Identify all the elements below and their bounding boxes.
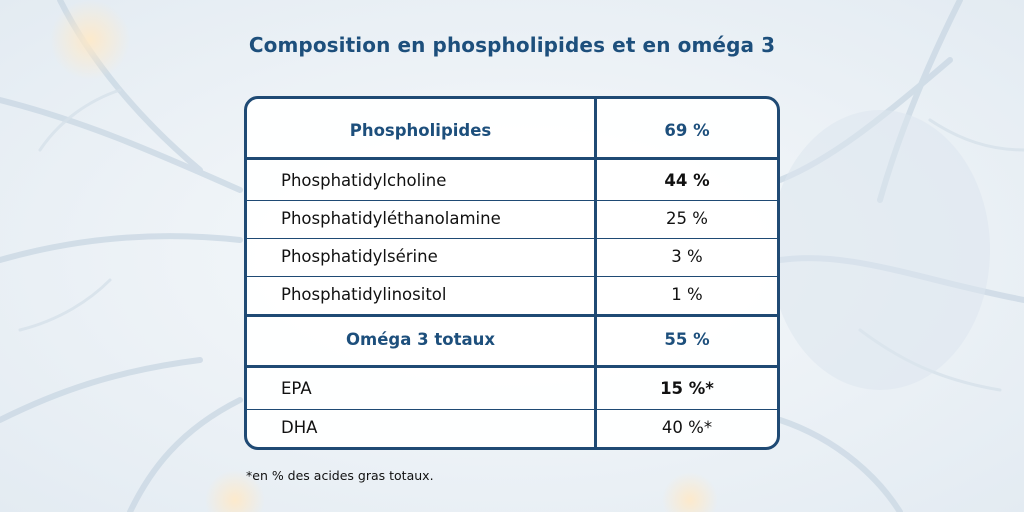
table-row-value: 1 % — [671, 285, 703, 304]
section-label-omega3: Oméga 3 totaux — [346, 330, 495, 349]
table-row-label: Phosphatidylsérine — [281, 247, 438, 266]
table-row-label: Phosphatidylcholine — [281, 171, 447, 190]
table-row-label: Phosphatidyléthanolamine — [281, 209, 501, 228]
section-divider — [247, 365, 777, 368]
table-row-label: EPA — [281, 379, 312, 398]
column-divider — [594, 99, 597, 447]
row-divider — [247, 238, 777, 239]
section-label-phospholipides: Phospholipides — [349, 121, 492, 140]
row-divider — [247, 409, 777, 410]
table-row-value: 3 % — [671, 247, 703, 266]
composition-table: Phospholipides 69 % Phosphatidylcholine … — [244, 96, 780, 450]
footnote: *en % des acides gras totaux. — [246, 468, 434, 483]
table-row-value: 44 % — [664, 171, 710, 190]
page-title: Composition en phospholipides et en omég… — [248, 33, 776, 57]
row-divider — [247, 276, 777, 277]
table-row-value: 15 %* — [660, 379, 714, 398]
table-row-value: 25 % — [666, 209, 708, 228]
row-divider — [247, 200, 777, 201]
section-value-phospholipides: 69 % — [664, 121, 710, 140]
section-value-omega3: 55 % — [664, 330, 710, 349]
table-row-label: DHA — [281, 418, 318, 437]
section-divider — [247, 157, 777, 160]
table-row-label: Phosphatidylinositol — [281, 285, 447, 304]
table-row-value: 40 %* — [661, 418, 713, 437]
section-divider — [247, 314, 777, 317]
